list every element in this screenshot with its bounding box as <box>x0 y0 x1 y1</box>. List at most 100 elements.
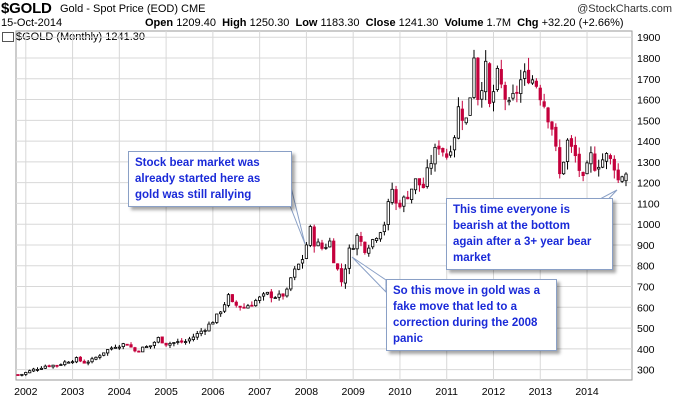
candle-body <box>70 361 75 364</box>
candle-body <box>242 306 246 309</box>
candle-body <box>207 323 211 332</box>
candle-body <box>304 244 309 259</box>
y-tick-label: 1400 <box>637 136 661 148</box>
candle-body <box>386 201 390 225</box>
candle-body <box>16 374 20 376</box>
candle-body <box>191 336 195 340</box>
candle-body <box>530 79 535 84</box>
candle-body <box>281 293 285 297</box>
legend-swatch-icon <box>2 32 14 42</box>
candle-body <box>363 241 367 253</box>
x-tick-label: 2002 <box>14 386 38 398</box>
ohlc-summary: Open 1209.40 High 1250.30 Low 1183.30 Cl… <box>145 17 624 29</box>
y-tick-label: 1900 <box>637 32 661 44</box>
candle-body <box>507 100 511 103</box>
candle-body <box>82 360 86 364</box>
candle-body <box>460 108 464 121</box>
y-tick-label: 1800 <box>637 53 661 65</box>
candle-body <box>597 166 601 170</box>
candle-body <box>433 146 437 165</box>
candle-body <box>608 155 613 159</box>
candle-body <box>620 176 624 182</box>
candle-body <box>472 57 476 98</box>
candle-body <box>601 159 605 168</box>
candle-body <box>215 313 219 323</box>
candle-body <box>515 91 519 94</box>
candle-body <box>289 277 293 290</box>
y-tick-label: 1000 <box>637 219 661 231</box>
x-tick-label: 2004 <box>108 386 132 398</box>
candle-body <box>573 144 577 157</box>
candle-body <box>343 268 347 284</box>
chg-label: Chg <box>517 17 539 29</box>
candle-body <box>273 297 277 299</box>
candle-body <box>312 226 316 247</box>
x-tick-label: 2013 <box>529 386 553 398</box>
candle-body <box>187 338 192 342</box>
candle-body <box>589 152 593 165</box>
open-label: Open <box>145 17 174 29</box>
candle-body <box>172 342 176 344</box>
candle-body <box>339 268 344 283</box>
candle-body <box>569 138 574 147</box>
high-label: High <box>222 17 247 29</box>
candle-body <box>359 236 363 242</box>
candle-body <box>106 349 110 354</box>
candle-body <box>565 139 570 162</box>
candle-body <box>109 347 114 350</box>
candle-body <box>152 341 157 346</box>
candle-body <box>238 305 242 308</box>
y-tick-label: 1100 <box>637 198 660 210</box>
candle-body <box>406 196 410 200</box>
candle-body <box>495 67 499 90</box>
candle-body <box>351 248 355 250</box>
candle-body <box>180 340 184 343</box>
candle-body <box>328 240 332 248</box>
candle-body <box>39 367 43 370</box>
y-axis-labels: 300 400 500 600 700 800 900 1000 1100 1200 1300 140… <box>637 32 661 376</box>
candle-body <box>211 322 215 325</box>
candle-body <box>250 304 254 307</box>
candle-body <box>133 347 137 352</box>
y-tick-label: 800 <box>637 261 655 273</box>
candle-body <box>546 107 550 123</box>
candle-body <box>129 344 133 348</box>
candle-body <box>148 345 153 348</box>
symbol-title: $GOLD <box>1 0 52 17</box>
candle-body <box>449 151 453 156</box>
candle-body <box>491 91 496 103</box>
close-value: 1241.30 <box>398 17 439 29</box>
high-value: 1250.30 <box>249 17 290 29</box>
candle-body <box>542 101 546 107</box>
x-tick-label: 2005 <box>154 386 178 398</box>
y-tick-label: 1700 <box>637 74 661 86</box>
candle-body <box>51 364 55 368</box>
candle-body <box>20 373 24 376</box>
candle-body <box>558 147 562 175</box>
watermark: @StockCharts.com <box>577 3 672 15</box>
candle-body <box>113 346 118 349</box>
candle-body <box>86 361 90 364</box>
candle-body <box>562 161 566 175</box>
candle-body <box>624 173 628 182</box>
y-tick-label: 1300 <box>637 157 661 169</box>
annotation-bearish-bottom: This time everyone is bearish at the bot… <box>446 198 613 270</box>
candle-body <box>612 158 616 171</box>
x-tick-label: 2007 <box>248 386 272 398</box>
candle-body <box>59 364 63 366</box>
annotation-stock-bear-market: Stock bear market was already started he… <box>128 151 292 207</box>
quote-date: 15-Oct-2014 <box>1 17 63 29</box>
candle-body <box>98 355 102 358</box>
candle-body <box>121 343 125 348</box>
candle-body <box>141 346 145 353</box>
candle-body <box>398 202 402 208</box>
candle-body <box>413 178 418 191</box>
candle-body <box>441 148 445 153</box>
candle-body <box>585 162 589 175</box>
candle-body <box>55 364 59 367</box>
close-label: Close <box>365 17 396 29</box>
x-tick-label: 2008 <box>295 386 319 398</box>
low-label: Low <box>295 17 318 29</box>
candle-body <box>316 241 320 247</box>
candle-body <box>476 57 480 100</box>
